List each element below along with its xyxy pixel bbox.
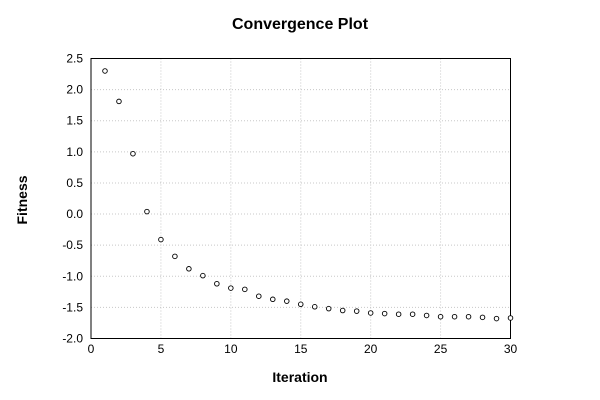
- data-point: [102, 68, 108, 74]
- data-point: [339, 307, 346, 314]
- y-tick-label: -1.5: [62, 300, 83, 314]
- data-point: [284, 298, 290, 304]
- y-tick-labels: 2.5 2.0 1.5 1.0 0.5 0.0 -0.5 -1.0 -1.5 -2.0: [62, 52, 83, 346]
- data-point: [116, 98, 122, 105]
- data-point: [228, 285, 234, 291]
- y-tick-label: 0.0: [66, 207, 83, 221]
- data-point: [242, 286, 248, 293]
- y-tick-label: 1.0: [66, 145, 83, 159]
- data-point: [311, 304, 318, 310]
- data-point: [325, 305, 332, 312]
- x-tick-label: 25: [434, 342, 448, 356]
- data-point: [256, 293, 262, 299]
- y-tick-label: 2.5: [66, 52, 83, 66]
- y-tick-label: -2.0: [62, 332, 83, 346]
- data-point: [367, 310, 374, 316]
- data-point: [465, 313, 472, 320]
- data-point: [423, 312, 430, 319]
- data-point: [200, 272, 206, 279]
- x-axis-label: Iteration: [272, 369, 327, 385]
- x-tick-label: 20: [364, 342, 378, 356]
- data-point: [130, 150, 136, 157]
- x-tick-label: 30: [504, 342, 518, 356]
- data-point: [451, 313, 458, 320]
- data-point: [172, 253, 178, 260]
- plot-frame: [90, 58, 511, 339]
- data-point: [409, 311, 416, 317]
- data-point: [493, 315, 500, 322]
- data-point: [381, 310, 388, 317]
- data-point: [395, 311, 402, 317]
- y-tick-label: 1.5: [66, 114, 83, 128]
- data-point: [158, 236, 164, 243]
- data-point: [353, 308, 360, 314]
- x-tick-label: 5: [158, 342, 165, 356]
- y-tick-label: -0.5: [62, 238, 83, 252]
- data-point-series: [102, 68, 514, 322]
- y-axis-label: Fitness: [14, 175, 30, 224]
- data-point: [270, 296, 276, 303]
- data-point: [479, 314, 486, 321]
- data-point: [214, 280, 220, 287]
- x-tick-labels: 0 5 10 15 20 25 30: [88, 342, 518, 356]
- y-tick-label: 0.5: [66, 176, 83, 190]
- gridlines: [91, 58, 511, 339]
- x-tick-label: 10: [224, 342, 238, 356]
- data-point: [144, 208, 150, 215]
- y-tick-label: 2.0: [66, 83, 83, 97]
- chart-title: Convergence Plot: [232, 16, 369, 33]
- y-tick-label: -1.0: [62, 269, 83, 283]
- x-tick-label: 15: [294, 342, 308, 356]
- data-point: [298, 301, 304, 308]
- data-point: [507, 315, 514, 321]
- data-point: [186, 266, 192, 272]
- x-tick-label: 0: [88, 342, 95, 356]
- data-point: [437, 313, 444, 320]
